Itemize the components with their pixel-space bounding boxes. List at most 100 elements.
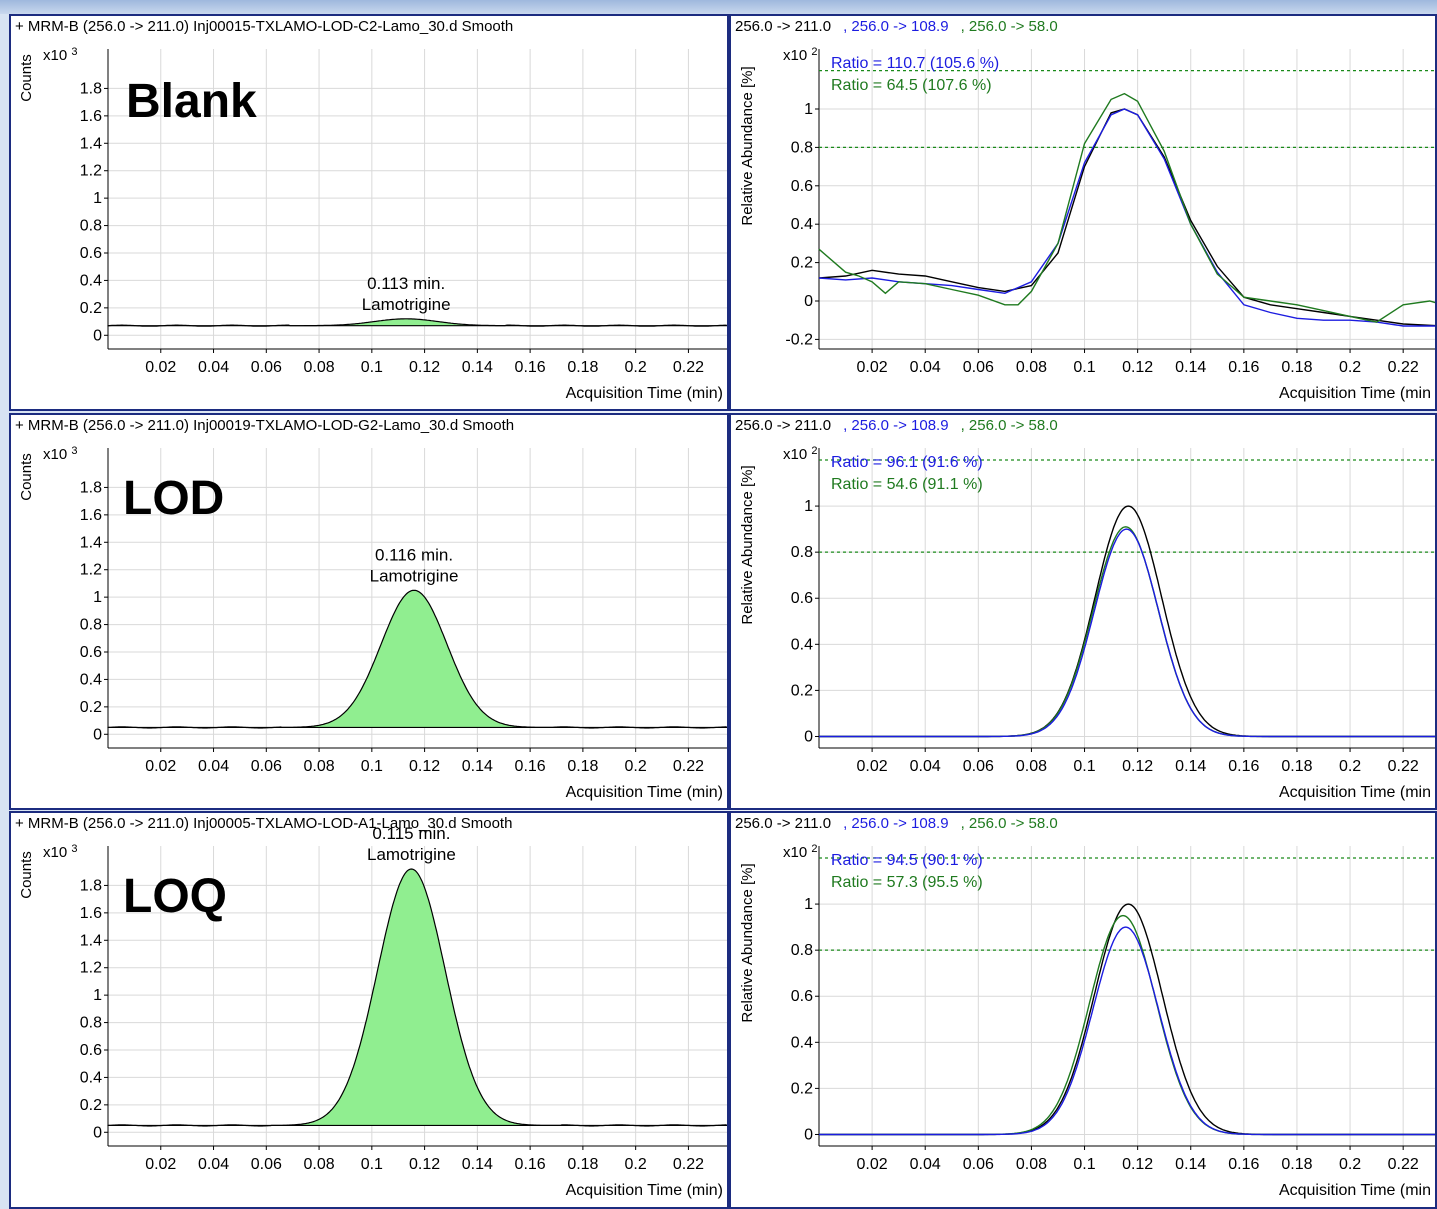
x-tick-label: 0.16	[1228, 758, 1259, 775]
x-tick-label: 0.2	[625, 758, 647, 775]
qualifier-trace	[819, 528, 1435, 738]
y-tick-label: 1	[804, 896, 813, 913]
peak-annotation: 0.115 min.	[372, 824, 450, 843]
x-tick-label: 0.16	[1228, 1156, 1259, 1173]
x-tick-label: 0.06	[963, 758, 994, 775]
x-tick-label: 0.14	[462, 758, 493, 775]
plot-svg: 0.02 0.04 0.06 0.08 0.1 0.12 0.14 0.16 0.18 0.2 0.…	[18, 445, 727, 801]
qualifier-ratio: Ratio = 54.6 (91.1 %)	[831, 476, 983, 493]
qualifier-trace	[819, 914, 1435, 1136]
qualifier-overlay-panel: 0.02 0.04 0.06 0.08 0.1 0.12 0.14 0.16 0.18 0.2 0.…	[729, 811, 1437, 1209]
x-tick-label: 0.2	[1339, 1156, 1361, 1173]
x-tick-label: 0.02	[145, 758, 176, 775]
y-multiplier: x10 2	[783, 46, 817, 64]
y-tick-label: 1.2	[80, 163, 102, 180]
y-multiplier: x10 3	[43, 46, 77, 64]
x-axis-label: Acquisition Time (min	[1279, 385, 1431, 402]
x-tick-label: 0.06	[251, 359, 282, 376]
transition-label: , 256.0 -> 108.9	[843, 815, 949, 832]
y-axis-label: Relative Abundance [%]	[739, 66, 756, 225]
y-axis-label: Counts	[18, 54, 35, 102]
qualifier-trace	[818, 108, 1435, 327]
panel-header: 256.0 -> 211.0 , 256.0 -> 108.9 , 256.0 ->…	[735, 815, 1070, 832]
sample-label: LOQ	[123, 870, 227, 923]
y-tick-label: 0.4	[791, 636, 813, 653]
y-tick-label: 0.2	[80, 300, 102, 317]
transition-label: 256.0 -> 211.0	[735, 815, 832, 832]
x-tick-label: 0.08	[1016, 359, 1047, 376]
x-tick-label: 0.02	[857, 758, 888, 775]
y-tick-label: 1.8	[80, 80, 102, 97]
peak-annotation: Lamotrigine	[367, 845, 456, 864]
x-tick-label: 0.22	[673, 1156, 704, 1173]
integrated-peak-area	[287, 869, 546, 1126]
sample-label: LOD	[123, 472, 225, 525]
transition-label: , 256.0 -> 58.0	[960, 815, 1058, 832]
y-tick-label: 0.6	[791, 590, 813, 607]
x-axis-label: Acquisition Time (min	[1279, 1182, 1431, 1199]
x-tick-label: 0.08	[303, 359, 334, 376]
qualifier-ratio: Ratio = 64.5 (107.6 %)	[831, 77, 992, 94]
qualifier-trace	[819, 526, 1435, 738]
x-tick-label: 0.06	[963, 1156, 994, 1173]
x-tick-label: 0.22	[673, 758, 704, 775]
counts-chromatogram-panel: 0.02 0.04 0.06 0.08 0.1 0.12 0.14 0.16 0.18 0.2 0.…	[9, 811, 729, 1209]
peak-annotation: 0.113 min.	[367, 274, 445, 293]
y-tick-label: 0	[804, 293, 813, 310]
plot-svg: 0.02 0.04 0.06 0.08 0.1 0.12 0.14 0.16 0.18 0.2 0.…	[739, 445, 1435, 801]
y-tick-label: 1	[93, 589, 102, 606]
qualifier-overlay-panel: 0.02 0.04 0.06 0.08 0.1 0.12 0.14 0.16 0.18 0.2 0.…	[729, 14, 1437, 411]
x-tick-label: 0.04	[910, 1156, 941, 1173]
y-tick-label: 0.2	[791, 1080, 813, 1097]
x-tick-label: 0.06	[251, 1156, 282, 1173]
y-tick-label: 0	[93, 327, 102, 344]
x-tick-label: 0.04	[910, 359, 941, 376]
x-tick-label: 0.02	[857, 359, 888, 376]
x-tick-label: 0.1	[1073, 758, 1095, 775]
transition-label: 256.0 -> 211.0	[735, 18, 832, 35]
x-tick-label: 0.04	[198, 758, 229, 775]
y-tick-label: 1	[93, 190, 102, 207]
integrated-peak-area	[297, 590, 539, 728]
y-axis-label: Counts	[18, 851, 35, 899]
y-tick-label: 0.6	[80, 644, 102, 661]
x-tick-label: 0.16	[515, 1156, 546, 1173]
plot-svg: 0.02 0.04 0.06 0.08 0.1 0.12 0.14 0.16 0.18 0.2 0.…	[739, 843, 1435, 1199]
panel-header: 256.0 -> 211.0 , 256.0 -> 108.9 , 256.0 ->…	[735, 18, 1070, 35]
peak-annotation: Lamotrigine	[362, 295, 451, 314]
x-tick-label: 0.18	[567, 1156, 598, 1173]
x-tick-label: 0.1	[361, 758, 383, 775]
x-tick-label: 0.14	[1175, 1156, 1206, 1173]
x-tick-label: 0.04	[198, 359, 229, 376]
x-axis-label: Acquisition Time (min)	[566, 1182, 723, 1199]
panel-header: 256.0 -> 211.0 , 256.0 -> 108.9 , 256.0 ->…	[735, 417, 1070, 434]
x-tick-label: 0.12	[409, 359, 440, 376]
y-tick-label: -0.2	[785, 331, 813, 348]
x-tick-label: 0.12	[409, 1156, 440, 1173]
x-tick-label: 0.1	[1073, 359, 1095, 376]
qualifier-trace	[818, 108, 1435, 327]
x-tick-label: 0.04	[910, 758, 941, 775]
y-tick-label: 0.4	[80, 272, 102, 289]
qualifier-trace	[819, 903, 1435, 1136]
integrated-peak-area	[305, 318, 491, 326]
y-tick-label: 0.6	[80, 1042, 102, 1059]
y-tick-label: 1.2	[80, 562, 102, 579]
x-tick-label: 0.2	[1339, 758, 1361, 775]
x-tick-label: 0.2	[625, 1156, 647, 1173]
x-tick-label: 0.22	[1388, 1156, 1419, 1173]
x-tick-label: 0.08	[1016, 758, 1047, 775]
y-tick-label: 0.2	[791, 682, 813, 699]
x-tick-label: 0.16	[1228, 359, 1259, 376]
y-tick-label: 0.8	[80, 617, 102, 634]
plot-svg: 0.02 0.04 0.06 0.08 0.1 0.12 0.14 0.16 0.18 0.2 0.…	[739, 46, 1435, 402]
counts-chromatogram-panel: 0.02 0.04 0.06 0.08 0.1 0.12 0.14 0.16 0.18 0.2 0.…	[9, 14, 729, 411]
y-tick-label: 1	[804, 101, 813, 118]
x-tick-label: 0.14	[1175, 359, 1206, 376]
x-tick-label: 0.18	[1281, 758, 1312, 775]
x-axis-label: Acquisition Time (min)	[566, 784, 723, 801]
panel-header: + MRM-B (256.0 -> 211.0) Inj00005-TXLAMO…	[15, 815, 513, 832]
transition-label: 256.0 -> 211.0	[735, 417, 832, 434]
y-tick-label: 1	[93, 987, 102, 1004]
x-tick-label: 0.08	[303, 1156, 334, 1173]
